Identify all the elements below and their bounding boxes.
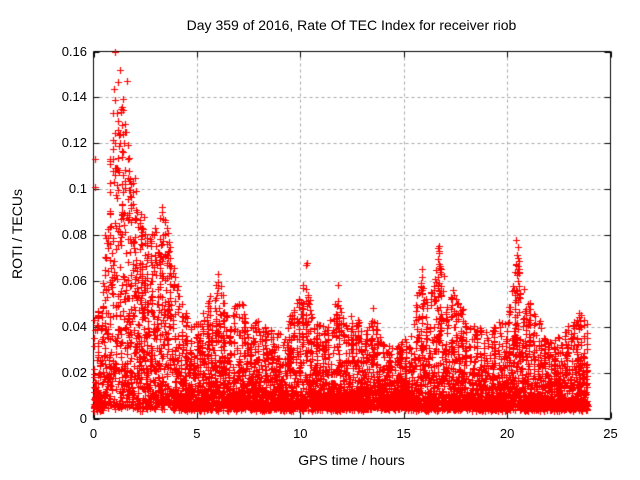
x-tick-label: 20: [499, 426, 515, 441]
y-tick-label: 0.12: [61, 135, 87, 151]
y-tick-label: 0.1: [68, 181, 87, 197]
x-tick-label: 15: [396, 426, 411, 441]
y-tick-label: 0.04: [61, 318, 87, 334]
y-tick-label: 0.06: [61, 272, 87, 288]
y-axis-label: ROTI / TECUs: [9, 189, 25, 279]
y-tick-label: 0: [79, 410, 87, 426]
x-tick-label: 25: [603, 426, 618, 441]
x-tick-label: 10: [293, 426, 308, 441]
y-tick-label: 0.14: [61, 89, 87, 105]
x-tick-label: 0: [89, 426, 98, 441]
x-axis-label: GPS time / hours: [298, 452, 405, 468]
x-tick-label: 5: [193, 426, 201, 441]
y-tick-label: 0.08: [61, 227, 87, 242]
y-tick-label: 0.02: [61, 364, 87, 380]
y-tick-label: 0.16: [61, 43, 87, 59]
chart-title: Day 359 of 2016, Rate Of TEC Index for r…: [186, 17, 517, 33]
